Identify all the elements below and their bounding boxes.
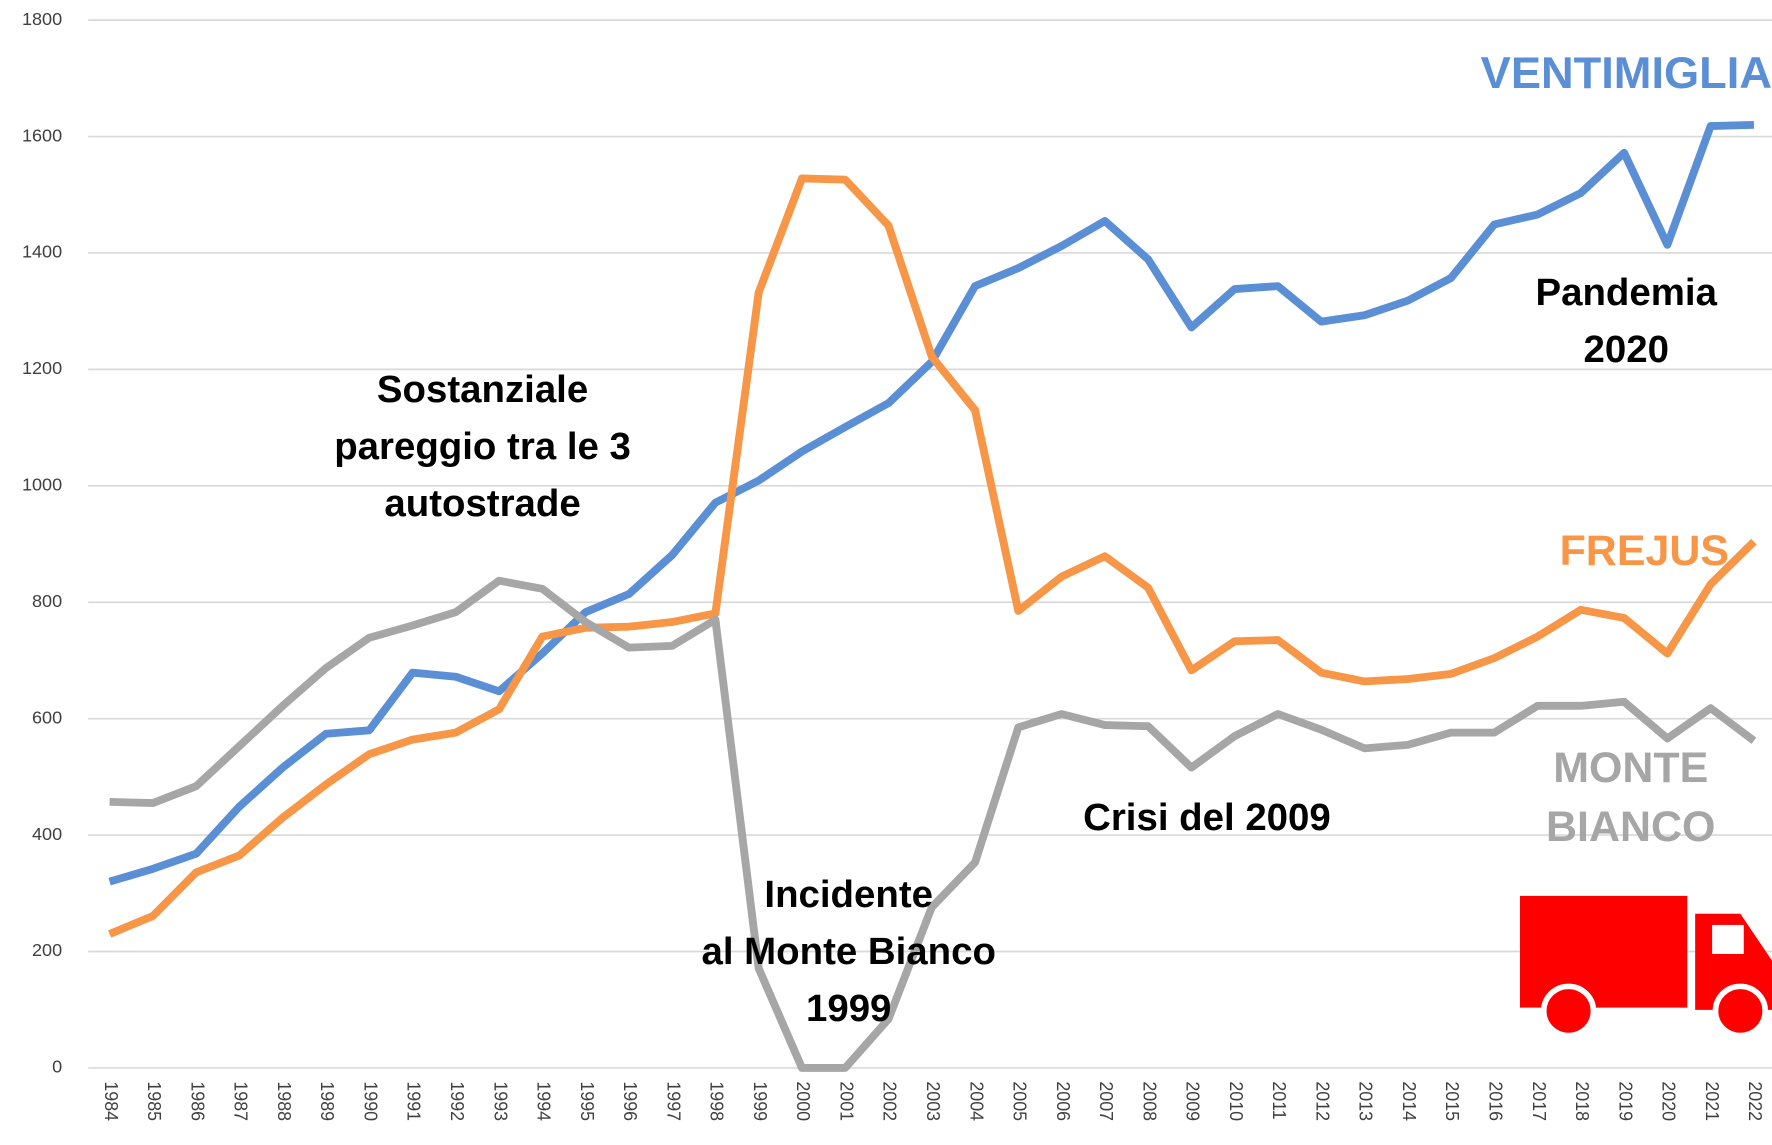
y-tick-label: 200 [32, 940, 62, 960]
series-label: VENTIMIGLIA [1480, 49, 1772, 99]
x-tick-label: 2015 [1442, 1081, 1462, 1121]
y-tick-label: 800 [32, 591, 62, 611]
y-tick-label: 1600 [22, 125, 62, 145]
y-tick-label: 600 [32, 707, 62, 727]
x-tick-label: 2004 [966, 1081, 986, 1121]
x-tick-label: 2021 [1702, 1081, 1722, 1121]
annotation: 1999 [806, 987, 891, 1030]
annotation: 2020 [1583, 328, 1668, 371]
x-tick-label: 2011 [1269, 1081, 1289, 1119]
x-tick-label: 2002 [880, 1081, 900, 1121]
line-series [109, 576, 1757, 1072]
x-tick-label: 2013 [1356, 1081, 1376, 1121]
y-tick-label: 1400 [22, 242, 62, 262]
series-label-text: FREJUS [1559, 528, 1730, 576]
x-tick-label: 2008 [1139, 1081, 1159, 1121]
x-tick-label: 2006 [1053, 1081, 1073, 1121]
x-tick-label: 1998 [707, 1081, 727, 1121]
x-tick-label: 1990 [360, 1081, 380, 1121]
y-tick-label: 1800 [22, 9, 62, 29]
x-tick-label: 1996 [620, 1081, 640, 1121]
truck-icon [1519, 895, 1772, 1039]
x-tick-label: 2001 [836, 1081, 856, 1121]
series-label-text: VENTIMIGLIA [1480, 49, 1772, 99]
annotation: Crisi del 2009 [1083, 796, 1331, 839]
x-tick-label: 1991 [404, 1081, 424, 1121]
x-tick-label: 2007 [1096, 1081, 1116, 1121]
series-label-text: MONTE BIANCO [1546, 745, 1716, 852]
series-label: MONTE BIANCO [1546, 745, 1716, 852]
x-tick-label: 2016 [1485, 1081, 1505, 1121]
x-tick-label: 2020 [1659, 1081, 1679, 1121]
y-tick-label: 1000 [22, 475, 62, 495]
x-tick-label: 1987 [231, 1081, 251, 1121]
x-tick-label: 2000 [793, 1081, 813, 1121]
x-tick-label: 2022 [1745, 1081, 1765, 1121]
x-tick-label: 1994 [534, 1081, 554, 1121]
y-tick-label: 0 [52, 1057, 62, 1077]
grid [88, 19, 1772, 1069]
annotation: Incidente [764, 873, 933, 916]
line-series [108, 120, 1755, 886]
x-tick-label: 2009 [1183, 1081, 1203, 1121]
x-tick-label: 1992 [447, 1081, 467, 1121]
x-tick-label: 1993 [490, 1081, 510, 1121]
annotation: pareggio tra le 3 [334, 425, 631, 468]
x-tick-label: 1984 [101, 1081, 121, 1121]
x-tick-label: 1985 [144, 1081, 164, 1121]
annotation: Pandemia [1535, 271, 1717, 314]
y-tick-label: 400 [32, 824, 62, 844]
x-tick-label: 2005 [1010, 1081, 1030, 1121]
annotation: autostrade [384, 482, 580, 525]
x-tick-label: 2003 [923, 1081, 943, 1121]
x-tick-label: 2014 [1399, 1081, 1419, 1121]
x-tick-label: 1989 [317, 1081, 337, 1121]
x-tick-label: 1997 [663, 1081, 683, 1121]
line-series [108, 174, 1757, 938]
x-tick-label: 2018 [1572, 1081, 1592, 1121]
x-tick-label: 2010 [1226, 1081, 1246, 1121]
x-tick-label: 1988 [274, 1081, 294, 1121]
x-tick-label: 2017 [1529, 1081, 1549, 1121]
annotation: al Monte Bianco [701, 930, 996, 973]
x-tick-label: 1995 [577, 1081, 597, 1121]
x-tick-label: 1999 [750, 1081, 770, 1121]
x-tick-label: 1986 [187, 1081, 207, 1121]
annotation: Sostanziale [377, 368, 588, 411]
x-tick-label: 2012 [1312, 1081, 1332, 1121]
series-label: FREJUS [1559, 528, 1730, 576]
y-tick-label: 1200 [22, 358, 62, 378]
x-tick-label: 2019 [1615, 1081, 1635, 1121]
